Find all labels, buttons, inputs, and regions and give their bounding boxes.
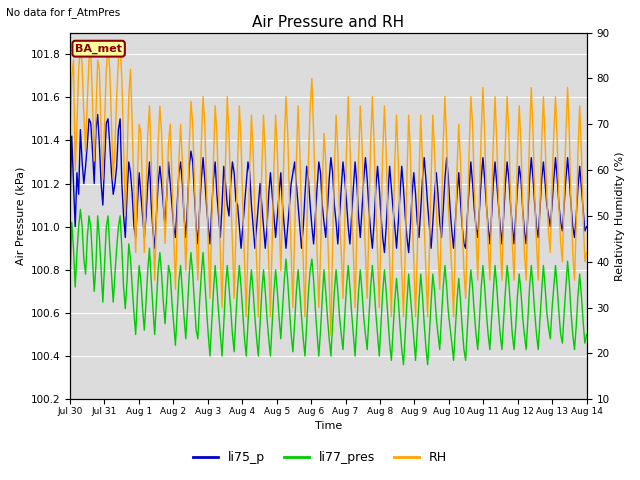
Line: RH: RH	[70, 46, 587, 335]
li75_p	[66, 202, 74, 208]
li75_p	[68, 133, 76, 139]
RH	[327, 332, 335, 338]
li77_pres	[399, 362, 407, 368]
li77_pres	[583, 332, 591, 337]
RH	[77, 43, 84, 49]
RH	[376, 305, 383, 311]
RH	[538, 140, 545, 145]
li77_pres	[538, 288, 545, 294]
Text: BA_met: BA_met	[75, 44, 122, 54]
li75_p	[94, 112, 102, 118]
li75_p	[583, 224, 591, 229]
X-axis label: Time: Time	[315, 421, 342, 432]
li77_pres	[68, 219, 76, 225]
Title: Air Pressure and RH: Air Pressure and RH	[252, 15, 404, 30]
li75_p	[376, 185, 383, 191]
li77_pres	[376, 353, 383, 359]
Line: li77_pres: li77_pres	[70, 209, 587, 365]
li77_pres	[66, 278, 74, 284]
li77_pres	[374, 332, 381, 337]
li75_p	[538, 176, 545, 182]
RH	[583, 250, 591, 255]
li75_p	[381, 250, 388, 255]
RH	[68, 75, 76, 81]
li77_pres	[505, 280, 513, 286]
Legend: li75_p, li77_pres, RH: li75_p, li77_pres, RH	[188, 446, 452, 469]
li75_p	[374, 163, 381, 169]
RH	[386, 259, 394, 264]
li77_pres	[77, 206, 84, 212]
li77_pres	[384, 314, 392, 320]
RH	[377, 222, 385, 228]
Y-axis label: Air Pressure (kPa): Air Pressure (kPa)	[15, 167, 25, 265]
Text: No data for f_AtmPres: No data for f_AtmPres	[6, 7, 121, 18]
li75_p	[505, 176, 513, 182]
RH	[505, 131, 513, 136]
RH	[66, 135, 74, 141]
li75_p	[386, 163, 394, 169]
Line: li75_p: li75_p	[70, 115, 587, 252]
Y-axis label: Relativity Humidity (%): Relativity Humidity (%)	[615, 151, 625, 281]
